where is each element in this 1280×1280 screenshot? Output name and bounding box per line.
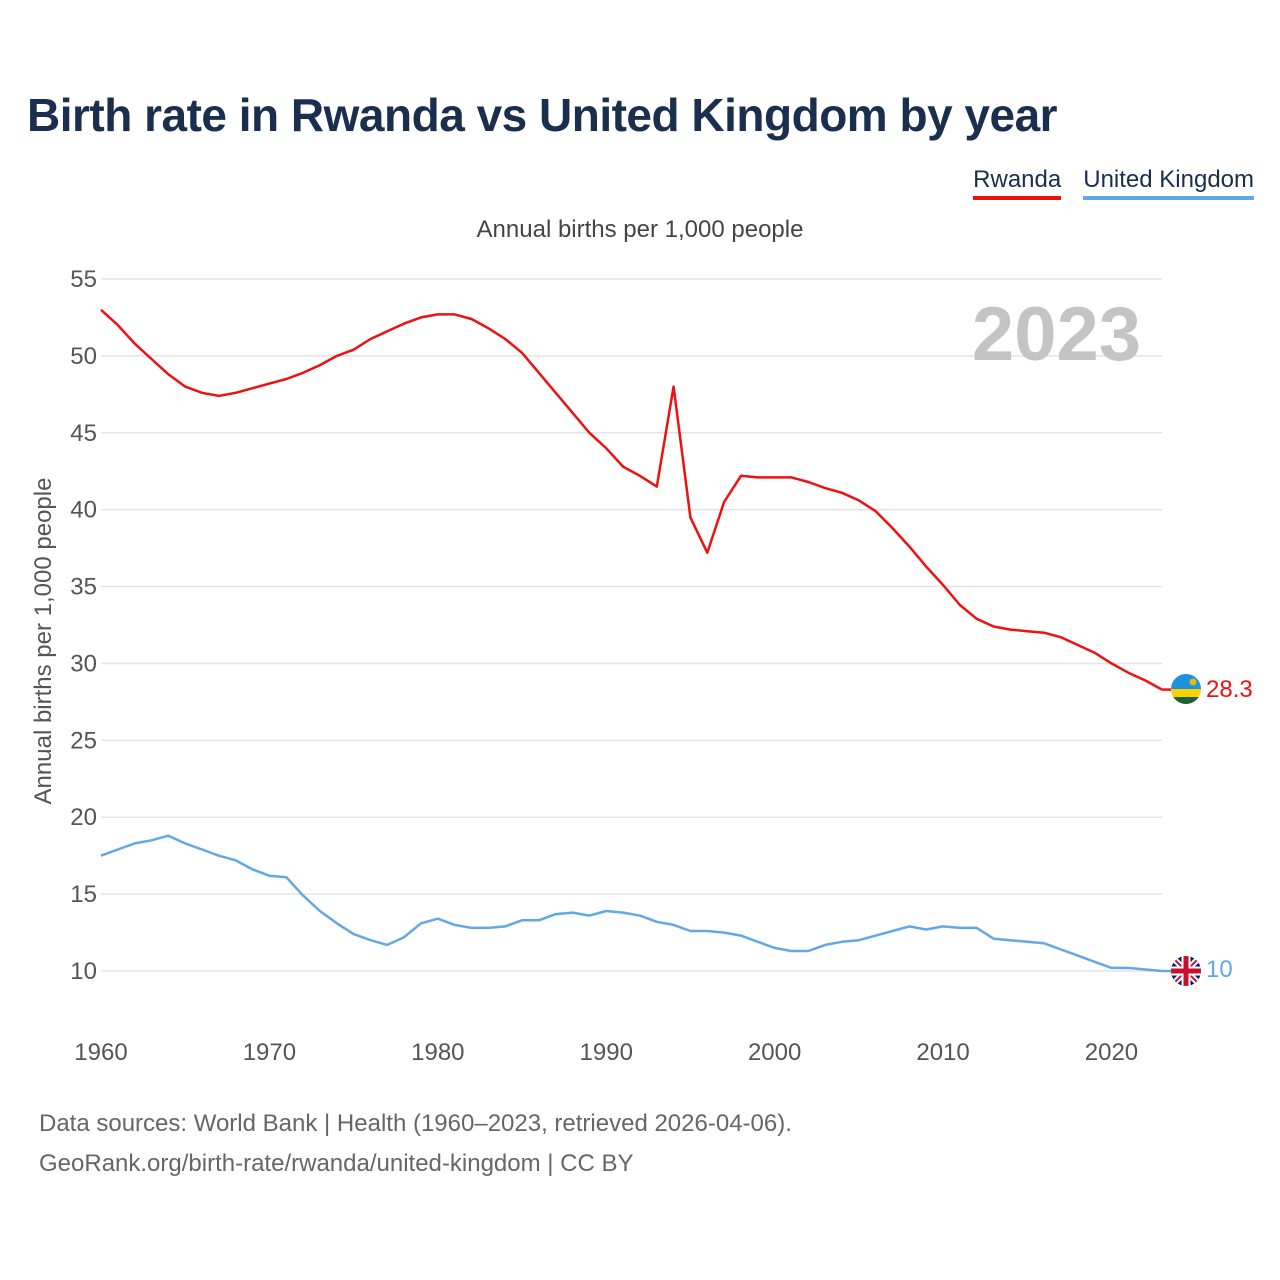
x-tick-label-2020: 2020 <box>1085 1039 1138 1066</box>
y-tick-label-35: 35 <box>70 574 97 601</box>
series-line-rwanda <box>100 308 1163 691</box>
y-tick-label-30: 30 <box>70 650 97 677</box>
x-tick-label-2000: 2000 <box>748 1039 801 1066</box>
y-axis-label: Annual births per 1,000 people <box>30 478 57 805</box>
x-tick-label-2010: 2010 <box>916 1039 969 1066</box>
footer-link[interactable]: GeoRank.org/birth-rate/rwanda/united-kin… <box>39 1150 634 1177</box>
rwanda-flag-icon <box>1171 674 1201 704</box>
x-axis-ticks: 1960 1970 1980 1990 2000 2010 2020 <box>74 1039 1138 1066</box>
y-tick-label-25: 25 <box>70 727 97 754</box>
legend: Rwanda United Kingdom <box>973 166 1254 200</box>
chart-subtitle: Annual births per 1,000 people <box>476 216 804 243</box>
end-markers <box>1171 674 1201 986</box>
footer-sources: Data sources: World Bank | Health (1960–… <box>39 1110 792 1137</box>
grid-lines <box>101 278 1162 972</box>
x-tick-label-1970: 1970 <box>243 1039 296 1066</box>
y-axis-ticks: 10 15 20 25 30 35 40 45 50 55 <box>70 266 97 985</box>
legend-item-rwanda[interactable]: Rwanda <box>973 166 1062 200</box>
x-tick-label-1960: 1960 <box>74 1039 127 1066</box>
uk-flag-icon <box>1171 956 1201 986</box>
line-chart: 10 15 20 25 30 35 40 45 50 55 1960 1970 1980 1990 200… <box>30 266 1253 1066</box>
year-watermark: 2023 <box>972 292 1141 377</box>
legend-item-united-kingdom[interactable]: United Kingdom <box>1083 166 1254 200</box>
y-tick-label-40: 40 <box>70 497 97 524</box>
rwanda-end-label: 28.3 <box>1206 676 1253 703</box>
y-tick-label-20: 20 <box>70 804 97 831</box>
y-tick-label-15: 15 <box>70 881 97 908</box>
page-title: Birth rate in Rwanda vs United Kingdom b… <box>27 89 1058 141</box>
series-lines <box>100 308 1171 973</box>
footer: Data sources: World Bank | Health (1960–… <box>39 1104 792 1184</box>
x-tick-label-1980: 1980 <box>411 1039 464 1066</box>
x-tick-label-1990: 1990 <box>580 1039 633 1066</box>
series-line-united-kingdom <box>100 834 1163 973</box>
y-tick-label-45: 45 <box>70 420 97 447</box>
y-tick-label-50: 50 <box>70 343 97 370</box>
y-tick-label-10: 10 <box>70 958 97 985</box>
uk-end-label: 10 <box>1206 956 1233 983</box>
y-tick-label-55: 55 <box>70 266 97 293</box>
